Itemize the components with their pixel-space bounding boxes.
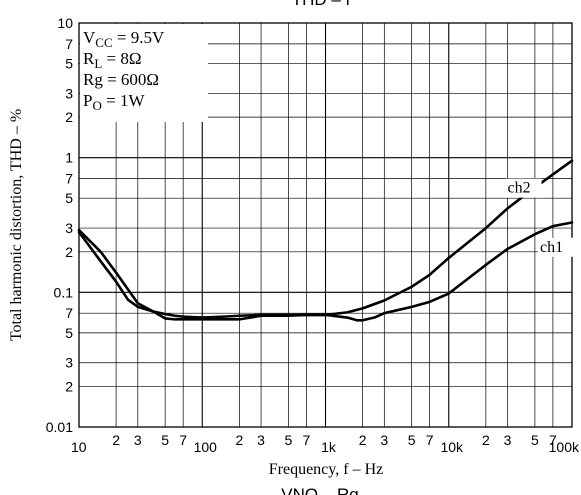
x-tick-label: 2: [235, 432, 243, 448]
x-tick-label: 7: [549, 432, 557, 448]
x-tick-label: 10k: [440, 439, 464, 455]
y-axis-ticks: 10 7 5 3 2 1 7 5 3 2 0.1 7 5 3 2 0.01: [46, 15, 73, 435]
x-axis-label: Frequency, f – Hz: [269, 461, 383, 478]
series-lines: [77, 159, 574, 322]
y-tick-label: 10: [57, 15, 73, 31]
x-tick-label: 100: [194, 439, 218, 455]
chart-title: THD – f: [292, 0, 351, 9]
y-tick-label: 1: [65, 150, 73, 166]
conditions-background: [80, 24, 208, 122]
y-tick-label: 2: [65, 109, 73, 125]
series-label-bg: [537, 237, 574, 257]
x-tick-label: 3: [257, 432, 265, 448]
plot-grid: [79, 23, 572, 427]
y-tick-label: 3: [65, 355, 73, 371]
plot-frame: [78, 22, 573, 428]
x-tick-label: 2: [482, 432, 490, 448]
series-labels: ch2 ch1: [505, 178, 574, 257]
y-tick-label: 2: [65, 244, 73, 260]
x-tick-label: 3: [134, 432, 142, 448]
series-label-ch2: ch2: [508, 180, 531, 197]
y-tick-label: 5: [65, 56, 73, 72]
x-tick-label: 7: [179, 432, 187, 448]
condition-line: RL = 8Ω: [83, 49, 142, 71]
y-tick-label: 7: [65, 36, 73, 52]
y-axis-label: Total harmonic distortion, THD – %: [8, 109, 25, 341]
x-tick-label: 2: [359, 432, 367, 448]
x-tick-label: 10: [71, 439, 87, 455]
condition-line: VCC = 9.5V: [83, 28, 165, 50]
x-tick-label: 5: [161, 432, 169, 448]
x-tick-label: 2: [112, 432, 120, 448]
y-tick-label: 5: [65, 190, 73, 206]
x-tick-label: 5: [284, 432, 292, 448]
y-tick-label: 0.01: [46, 419, 73, 435]
y-tick-label: 3: [65, 220, 73, 236]
series-line-ch1: [77, 221, 574, 322]
x-tick-label: 3: [504, 432, 512, 448]
x-tick-label: 7: [303, 432, 311, 448]
x-tick-label: 100k: [549, 439, 580, 455]
y-tick-label: 7: [65, 171, 73, 187]
y-tick-label: 2: [65, 378, 73, 394]
y-tick-label: 7: [65, 305, 73, 321]
series-label-ch1: ch1: [540, 239, 563, 256]
x-tick-label: 5: [408, 432, 416, 448]
x-tick-label: 3: [380, 432, 388, 448]
condition-line: PO = 1W: [83, 91, 145, 113]
y-tick-label: 0.1: [54, 284, 74, 300]
condition-line: Rg = 600Ω: [83, 70, 159, 89]
x-tick-label: 7: [426, 432, 434, 448]
x-tick-label: 5: [531, 432, 539, 448]
series-label-bg: [505, 178, 542, 198]
x-tick-label: 1k: [321, 439, 337, 455]
y-tick-label: 5: [65, 325, 73, 341]
y-tick-label: 3: [65, 85, 73, 101]
next-chart-title-fragment: VNO – Rg: [281, 485, 358, 495]
